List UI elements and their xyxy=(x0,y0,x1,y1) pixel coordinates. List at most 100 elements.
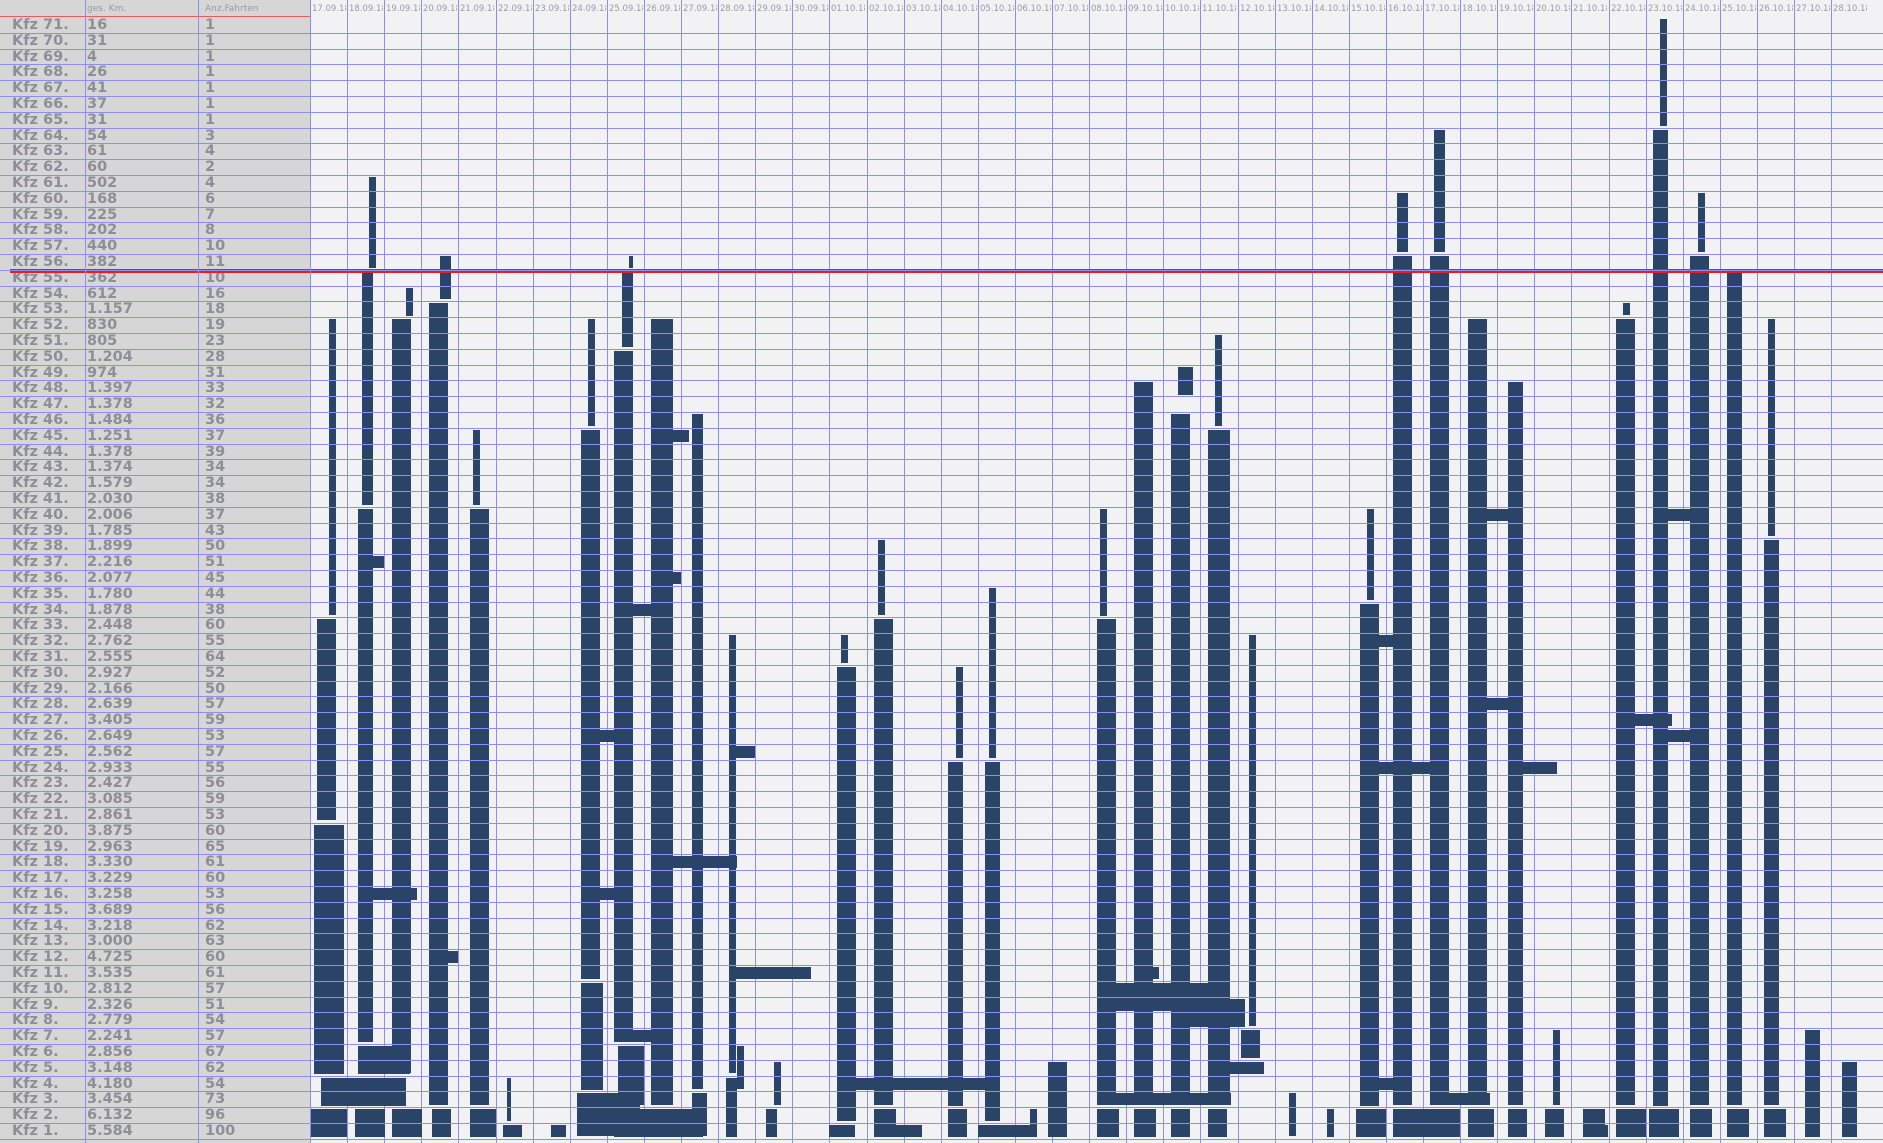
date-tick-label: 10.10.18 xyxy=(1165,4,1199,14)
date-gridline xyxy=(496,0,497,1143)
kfz-label: Kfz 50. xyxy=(12,349,69,365)
trip-count: 16 xyxy=(205,286,226,302)
row-gridline xyxy=(0,191,1883,192)
date-tick-label: 21.10.18 xyxy=(1573,4,1607,14)
table-column-line xyxy=(85,0,86,1143)
trip-bar xyxy=(1134,382,1153,1105)
date-tick-label: 20.09.18 xyxy=(423,4,457,14)
trip-bar xyxy=(696,446,703,521)
kfz-label: Kfz 29. xyxy=(12,681,69,697)
kfz-label: Kfz 13. xyxy=(12,933,69,949)
trip-count: 10 xyxy=(205,238,226,254)
row-gridline xyxy=(0,744,1883,745)
km-value: 1.878 xyxy=(87,602,133,618)
km-value: 6.132 xyxy=(87,1107,133,1123)
date-tick-label: 05.10.18 xyxy=(980,4,1014,14)
kfz-label: Kfz 33. xyxy=(12,617,69,633)
km-value: 612 xyxy=(87,286,118,302)
km-value: 31 xyxy=(87,112,108,128)
trip-count: 2 xyxy=(205,159,216,175)
kfz-label: Kfz 54. xyxy=(12,286,69,302)
trip-count: 54 xyxy=(205,1076,226,1092)
kfz-label: Kfz 38. xyxy=(12,538,69,554)
date-gridline xyxy=(1757,0,1758,1143)
trip-count: 57 xyxy=(205,744,226,760)
km-value: 3.330 xyxy=(87,854,133,870)
trip-count: 56 xyxy=(205,902,226,918)
trip-count: 60 xyxy=(205,870,226,886)
kfz-label: Kfz 32. xyxy=(12,633,69,649)
kfz-label: Kfz 52. xyxy=(12,317,69,333)
trip-count: 1 xyxy=(205,17,216,33)
date-gridline xyxy=(458,0,459,1143)
date-gridline xyxy=(1609,0,1610,1143)
trip-bar xyxy=(841,1078,989,1090)
trip-bar xyxy=(692,1093,707,1136)
trip-bar xyxy=(978,1125,1037,1137)
date-tick-label: 18.10.18 xyxy=(1462,4,1496,14)
trip-bar xyxy=(896,1125,911,1137)
trip-bar xyxy=(1597,1125,1608,1137)
kfz-label: Kfz 31. xyxy=(12,649,69,665)
km-value: 440 xyxy=(87,238,118,254)
date-tick-label: 15.10.18 xyxy=(1351,4,1385,14)
trip-count: 52 xyxy=(205,665,226,681)
trip-count: 19 xyxy=(205,317,226,333)
kfz-label: Kfz 59. xyxy=(12,207,69,223)
kfz-label: Kfz 26. xyxy=(12,728,69,744)
km-value: 2.555 xyxy=(87,649,133,665)
trip-bar xyxy=(629,256,633,268)
kfz-label: Kfz 34. xyxy=(12,602,69,618)
trip-bar xyxy=(1212,1062,1264,1074)
km-value: 1.378 xyxy=(87,396,133,412)
km-value: 2.166 xyxy=(87,681,133,697)
trip-bar xyxy=(837,667,856,1121)
date-tick-label: 21.09.18 xyxy=(460,4,494,14)
kfz-label: Kfz 27. xyxy=(12,712,69,728)
kfz-label: Kfz 57. xyxy=(12,238,69,254)
trip-count: 31 xyxy=(205,365,226,381)
trip-bar xyxy=(588,730,614,742)
trip-count: 51 xyxy=(205,997,226,1013)
date-gridline xyxy=(867,0,868,1143)
km-value: 4.725 xyxy=(87,949,133,965)
row-gridline xyxy=(0,760,1883,761)
date-gridline xyxy=(681,0,682,1143)
km-value: 1.374 xyxy=(87,459,133,475)
date-gridline xyxy=(1126,0,1127,1143)
trip-count: 4 xyxy=(205,143,216,159)
row-gridline xyxy=(0,349,1883,350)
trip-bar xyxy=(1805,1030,1820,1137)
date-tick-label: 25.09.18 xyxy=(609,4,643,14)
date-tick-label: 17.09.18 xyxy=(312,4,346,14)
trip-count: 36 xyxy=(205,412,226,428)
km-value: 3.689 xyxy=(87,902,133,918)
trip-count: 53 xyxy=(205,728,226,744)
row-gridline xyxy=(0,839,1883,840)
row-gridline xyxy=(0,301,1883,302)
kfz-label: Kfz 30. xyxy=(12,665,69,681)
row-gridline xyxy=(0,949,1883,950)
kfz-label: Kfz 51. xyxy=(12,333,69,349)
date-gridline xyxy=(570,0,571,1143)
trip-count: 60 xyxy=(205,823,226,839)
km-value: 1.204 xyxy=(87,349,133,365)
row-gridline xyxy=(0,649,1883,650)
row-gridline xyxy=(0,475,1883,476)
kfz-label: Kfz 42. xyxy=(12,475,69,491)
date-tick-label: 01.10.18 xyxy=(831,4,865,14)
kfz-label: Kfz 65. xyxy=(12,112,69,128)
kfz-label: Kfz 35. xyxy=(12,586,69,602)
date-gridline xyxy=(421,0,422,1143)
km-value: 2.856 xyxy=(87,1044,133,1060)
km-value: 61 xyxy=(87,143,108,159)
km-value: 1.251 xyxy=(87,428,133,444)
row-gridline xyxy=(0,317,1883,318)
kfz-label: Kfz 11. xyxy=(12,965,69,981)
date-tick-label: 23.09.18 xyxy=(535,4,569,14)
row-gridline xyxy=(0,570,1883,571)
row-gridline xyxy=(0,222,1883,223)
row-gridline xyxy=(0,696,1883,697)
trip-bar xyxy=(473,430,480,505)
km-value: 2.427 xyxy=(87,775,133,791)
